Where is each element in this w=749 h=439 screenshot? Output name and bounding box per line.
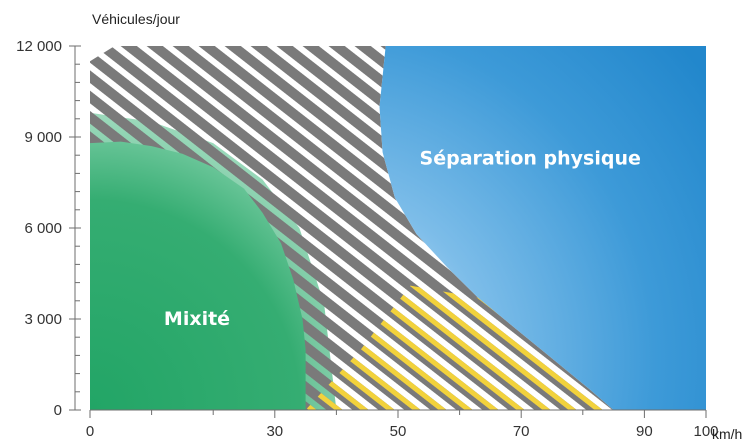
y-axis-ticks: 0 3 000 6 000 9 000 12 000 [16,38,81,419]
x-axis-unit: km/h [712,426,742,439]
transition-yellow-hatch [305,285,614,410]
x-tick-label: 30 [266,423,283,439]
y-tick-label: 3 000 [24,311,62,328]
x-tick-label: 90 [636,423,653,439]
x-axis-ticks: 0 30 50 70 90 100 [86,410,719,439]
x-tick-label: 0 [86,423,94,439]
y-tick-label: 12 000 [16,38,62,55]
zone-label-separation-physique: Séparation physique [420,147,641,169]
y-axis-title: Véhicules/jour [92,11,180,27]
zone-mixite [90,141,306,410]
axes: 0 3 000 6 000 9 000 12 000 0 30 50 70 90 100 [16,38,718,439]
zone-label-mixite: Mixité [164,308,230,330]
x-tick-label: 50 [390,423,407,439]
y-tick-label: 9 000 [24,129,62,146]
y-tick-label: 6 000 [24,220,62,237]
x-tick-label: 70 [513,423,530,439]
zone-separation-physique [379,46,706,410]
y-tick-label: 0 [54,402,62,419]
x-tick-label: 100 [693,423,718,439]
plot-area [90,46,706,410]
